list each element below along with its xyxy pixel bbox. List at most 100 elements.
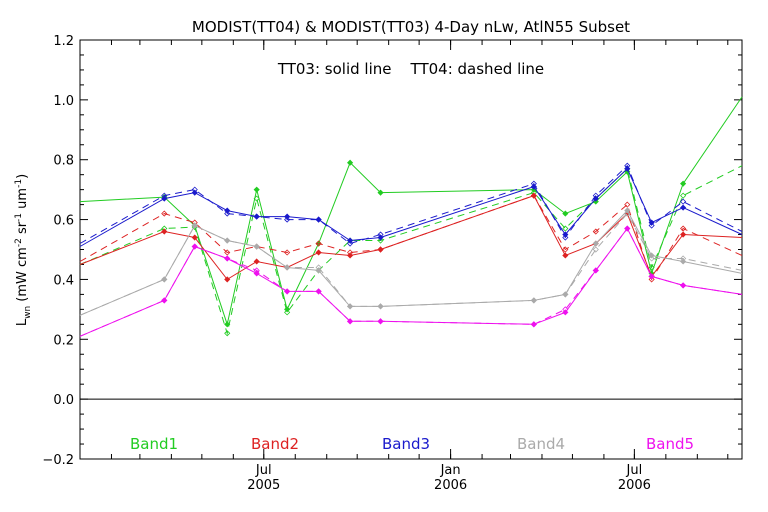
y-label-unit-open: (mW cm: [15, 247, 30, 306]
y-tick-label: 0.2: [53, 333, 74, 348]
y-axis: −0.2 0.0 0.2 0.4 0.6 0.8 1.0 1.2: [42, 34, 742, 468]
data-point-band4-dashed: [315, 264, 322, 271]
data-point-band2-dashed: [530, 192, 537, 199]
data-point-band4-dashed: [624, 210, 631, 217]
data-point-band3-dashed: [562, 234, 569, 241]
series-line-band5-dashed: [79, 227, 743, 337]
data-point-band3-dashed: [224, 210, 231, 217]
data-point-band1-solid: [253, 186, 260, 193]
data-point-band3-dashed: [624, 162, 631, 169]
data-point-band1-solid: [680, 180, 687, 187]
series-line-band4-dashed: [79, 212, 743, 316]
x-tick-month-label: Jul: [255, 463, 272, 478]
data-point-band2-solid: [680, 231, 687, 238]
data-point-band4-dashed: [224, 237, 231, 244]
y-label-unit-close: ): [15, 174, 30, 179]
legend: Band1 Band2 Band3 Band4 Band5: [130, 435, 694, 453]
data-point-band2-dashed: [161, 210, 168, 217]
data-point-band4-dashed: [648, 255, 655, 262]
data-point-band5-dashed: [253, 267, 260, 274]
y-tick-label: 1.2: [53, 34, 74, 49]
legend-entry-band2: Band2: [251, 435, 299, 453]
data-point-band3-dashed: [191, 186, 198, 193]
data-point-band3-dashed: [161, 192, 168, 199]
data-point-band1-dashed: [562, 225, 569, 232]
data-point-band4-dashed: [377, 303, 384, 310]
data-point-band2-dashed: [224, 249, 231, 256]
data-point-band1-dashed: [648, 264, 655, 271]
data-point-band2-solid: [191, 234, 198, 241]
series-line-band2-dashed: [79, 194, 743, 281]
x-tick-year-label: 2006: [618, 478, 651, 493]
data-point-band4-solid: [161, 276, 168, 283]
y-tick-label: 0.8: [53, 154, 74, 169]
data-point-band2-solid: [562, 252, 569, 259]
data-point-band3-dashed: [592, 192, 599, 199]
data-point-band2-dashed: [377, 246, 384, 253]
y-label-exp2: -1: [14, 213, 24, 222]
data-point-band5-dashed: [624, 225, 631, 232]
data-point-band3-solid: [680, 204, 687, 211]
data-point-band2-dashed: [284, 249, 291, 256]
data-point-band4-solid: [592, 240, 599, 247]
data-point-band4-dashed: [562, 291, 569, 298]
x-tick-month-label: Jul: [626, 463, 643, 478]
data-point-band1-dashed: [224, 330, 231, 337]
data-point-band1-dashed: [377, 237, 384, 244]
x-tick-month-label: Jan: [440, 463, 461, 478]
data-point-band4-dashed: [347, 303, 354, 310]
data-point-band2-solid: [224, 276, 231, 283]
data-point-band5-dashed: [161, 297, 168, 304]
data-point-band4-dashed: [284, 264, 291, 271]
y-label-sub: wn: [23, 306, 33, 319]
data-point-band5-dashed: [191, 243, 198, 250]
data-point-band2-solid: [253, 258, 260, 265]
data-point-band1-solid: [347, 159, 354, 166]
legend-entry-band3: Band3: [382, 435, 430, 453]
data-point-band2-solid: [161, 228, 168, 235]
series-line-band1-solid: [79, 96, 743, 327]
data-point-band4-dashed: [191, 222, 198, 229]
data-point-band2-dashed: [624, 201, 631, 208]
data-point-band5-dashed: [284, 288, 291, 295]
data-point-band2-dashed: [315, 240, 322, 247]
legend-entry-band4: Band4: [517, 435, 565, 453]
data-point-band5-dashed: [315, 288, 322, 295]
y-label-sr: sr: [15, 221, 30, 238]
data-point-band2-dashed: [648, 276, 655, 283]
data-point-band2-dashed: [680, 225, 687, 232]
data-point-band5-solid: [161, 297, 168, 304]
y-label-exp3: -1: [14, 179, 24, 188]
y-label-main: L: [15, 318, 30, 326]
data-point-band4-dashed: [592, 246, 599, 253]
data-point-band3-dashed: [347, 240, 354, 247]
data-point-band5-dashed: [347, 318, 354, 325]
data-point-band4-dashed: [530, 297, 537, 304]
data-point-band5-solid: [224, 255, 231, 262]
data-point-band1-dashed: [680, 192, 687, 199]
data-point-band5-dashed: [648, 273, 655, 280]
legend-entry-band1: Band1: [130, 435, 178, 453]
plot-frame: [79, 39, 743, 460]
data-point-band5-dashed: [680, 282, 687, 289]
chart-title: MODIST(TT04) & MODIST(TT03) 4-Day nLw, A…: [192, 18, 630, 36]
x-tick-year-label: 2005: [247, 478, 280, 493]
y-tick-label: 1.0: [53, 94, 74, 109]
data-point-band3-dashed: [377, 231, 384, 238]
series-line-band3-dashed: [79, 164, 743, 245]
x-tick-year-label: 2006: [434, 478, 467, 493]
data-point-band4-solid: [224, 237, 231, 244]
plot-border: [79, 39, 743, 460]
data-point-band1-dashed: [253, 195, 260, 202]
data-point-band3-dashed: [648, 222, 655, 229]
data-point-band1-solid: [377, 189, 384, 196]
data-point-band5-dashed: [224, 255, 231, 262]
data-point-band4-dashed: [253, 243, 260, 250]
data-point-band3-dashed: [284, 216, 291, 223]
data-point-band5-dashed: [377, 318, 384, 325]
data-point-band4-dashed: [161, 276, 168, 283]
data-point-band2-dashed: [347, 249, 354, 256]
y-tick-label: 0.0: [53, 393, 74, 408]
data-point-band5-dashed: [562, 306, 569, 313]
